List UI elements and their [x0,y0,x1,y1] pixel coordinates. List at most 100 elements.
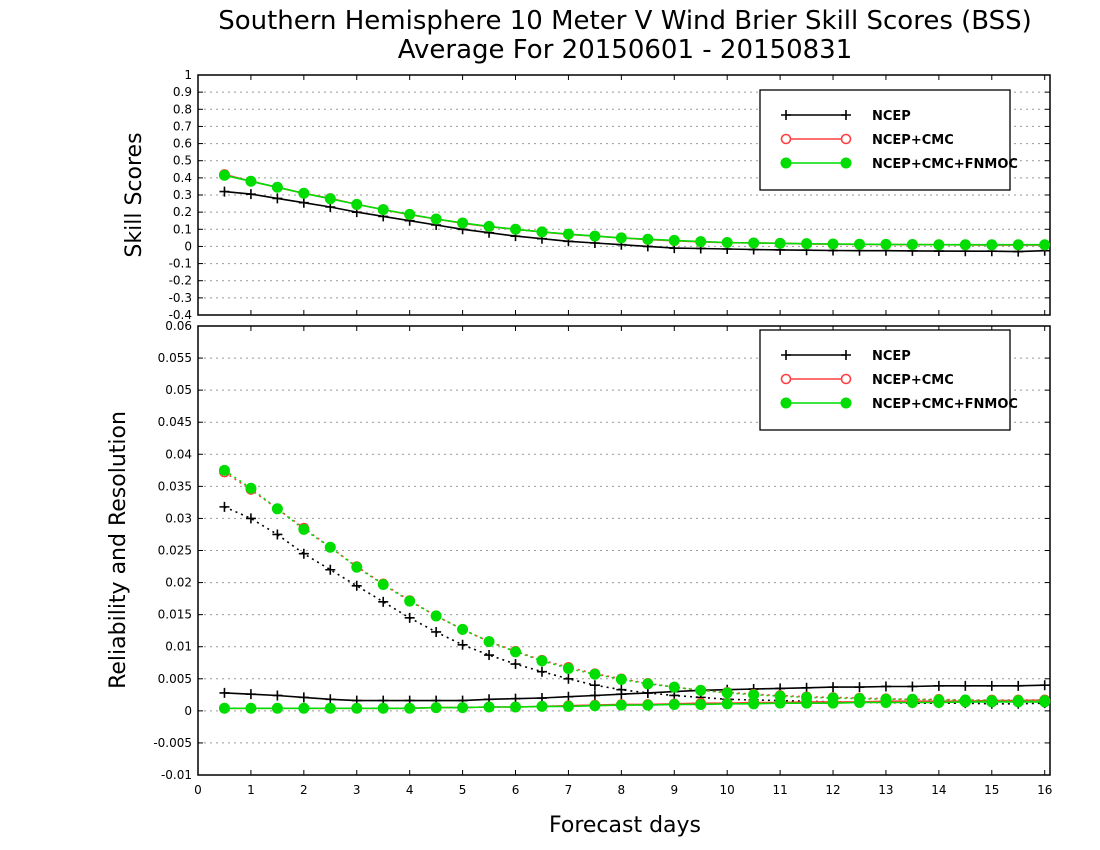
legend-marker [780,397,792,409]
legend-marker [780,373,792,385]
data-point [271,702,283,714]
data-point [1039,680,1050,691]
top-y-tick-label: 0.8 [173,102,192,116]
top-y-tick-label: 0.3 [173,188,192,202]
data-point [774,237,786,249]
top-y-tick-label: 0.1 [173,222,192,236]
data-point [880,238,892,250]
legend-marker [780,133,792,145]
data-point [562,663,574,675]
data-point [642,233,654,245]
data-point [853,697,865,709]
legend-marker [840,157,852,169]
top-series-ncep-cmc-fnmoc [218,169,1051,251]
data-point [880,681,891,692]
data-point [351,702,363,714]
chart-title-line2: Average For 20150601 - 20150831 [398,35,853,65]
chart-title-line1: Southern Hemisphere 10 Meter V Wind Brie… [218,6,1032,36]
data-point [219,501,230,512]
data-point [563,691,574,702]
data-point [271,181,283,193]
data-point [378,596,389,607]
legend-label: NCEP+CMC+FNMOC [872,157,1018,172]
data-point [880,697,892,709]
bottom-x-tick-label: 10 [720,783,735,797]
data-point [827,238,839,250]
bottom-x-tick-label: 16 [1037,783,1052,797]
data-point [510,223,522,235]
bottom-y-tick-label: 0.05 [165,383,192,397]
data-point [245,175,257,187]
top-y-tick-label: 0.9 [173,85,192,99]
data-point [457,702,469,714]
top-y-tick-label: -0.1 [169,257,192,271]
data-point [404,595,416,607]
data-point [483,701,495,713]
bottom-y-tick-label: 0.055 [158,351,192,365]
data-point [324,541,336,553]
data-point [721,236,733,248]
data-point [351,198,363,210]
x-axis-label: Forecast days [549,813,701,838]
data-point [827,697,839,709]
top-y-tick-label: -0.4 [169,308,192,322]
legend-item-ncep-cmc: NCEP+CMC [780,373,954,388]
data-point [721,687,733,699]
data-point [218,702,230,714]
data-point [510,701,522,713]
bottom-x-tick-label: 5 [459,783,467,797]
bottom-y-tick-label: 0.01 [165,640,192,654]
top-y-tick-label: 1 [184,68,192,82]
data-point [1012,696,1024,708]
data-point [907,681,918,692]
bottom-gridlines [198,357,1050,744]
bottom-y-tick-label: 0 [184,704,192,718]
data-point [404,702,416,714]
legend-label: NCEP+CMC [872,133,954,148]
data-point [589,668,601,680]
data-point [245,689,256,700]
series-line [224,469,1045,702]
data-point [219,186,230,197]
legend-box [759,329,1011,431]
data-point [721,698,733,710]
legend-item-ncep: NCEP [781,109,911,124]
bottom-series-ncep-cmc-fnmoc-resolution [218,464,1051,707]
top-y-axis-label: Skill Scores [122,132,147,257]
data-point [272,193,283,204]
data-point [377,578,389,590]
data-point [404,612,415,623]
data-point [562,700,574,712]
data-point [430,610,442,622]
legend-label: NCEP [872,109,911,124]
data-point [616,689,627,700]
bottom-x-tick-label: 1 [247,783,255,797]
data-point [589,690,600,701]
data-point [933,680,944,691]
data-point [615,699,627,711]
top-y-tick-label: 0.4 [173,171,192,185]
bottom-series-ncep-cmc-reliability [219,694,1051,714]
legend-item-ncep-cmc-fnmoc: NCEP+CMC+FNMOC [780,397,1018,412]
legend-item-ncep: NCEP [781,349,911,364]
data-point [933,239,945,251]
data-point [430,213,442,225]
data-point [642,699,654,711]
data-point [589,700,601,712]
bottom-x-tick-label: 13 [878,783,893,797]
legend-marker [840,133,852,145]
data-point [377,204,389,216]
top-y-tick-label: -0.3 [169,291,192,305]
data-point [510,646,522,658]
data-point [245,482,257,494]
bottom-y-tick-label: 0.045 [158,415,192,429]
bottom-y-tick-label: 0.035 [158,479,192,493]
data-point [615,673,627,685]
data-point [457,217,469,229]
data-point [457,639,468,650]
data-point [959,239,971,251]
data-point [668,698,680,710]
data-point [668,681,680,693]
legend-marker [841,350,851,360]
